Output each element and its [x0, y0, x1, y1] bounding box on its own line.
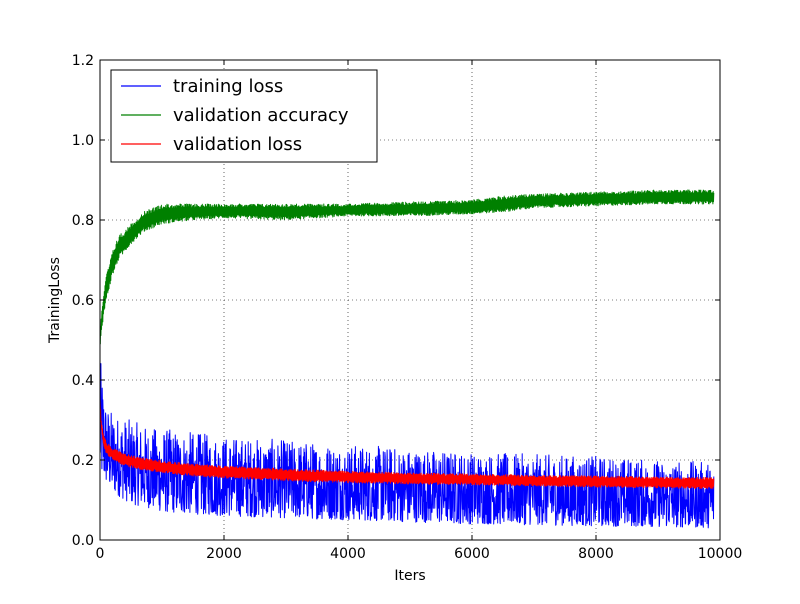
y-axis-label: TrainingLoss [47, 257, 63, 344]
x-axis-label: Iters [394, 568, 425, 584]
legend-label-validation-loss: validation loss [173, 134, 302, 155]
y-tick-label: 0.0 [72, 533, 94, 549]
y-tick-label: 0.8 [72, 213, 94, 229]
y-tick-label: 0.2 [72, 453, 94, 469]
x-tick-label: 0 [96, 546, 105, 562]
x-tick-label: 4000 [330, 546, 366, 562]
series-line-validation-loss [99, 397, 715, 490]
x-tick-label: 8000 [578, 546, 614, 562]
ticks: 0 2000 4000 6000 8000 10000 0.0 0.2 0.4 0.6 0.8 1.0… [72, 53, 743, 562]
legend: training loss validation accuracy valida… [110, 69, 378, 163]
legend-label-training-loss: training loss [173, 76, 283, 97]
x-tick-label: 10000 [698, 546, 743, 562]
legend-label-validation-accuracy: validation accuracy [173, 105, 349, 126]
y-tick-label: 0.4 [72, 373, 94, 389]
y-tick-label: 0.6 [72, 293, 94, 309]
y-tick-label: 1.2 [72, 53, 94, 69]
series-group [99, 189, 715, 529]
y-tick-label: 1.0 [72, 133, 94, 149]
x-tick-label: 2000 [206, 546, 242, 562]
series-line-validation-accuracy [99, 189, 715, 345]
legend-box [110, 69, 378, 163]
x-tick-label: 6000 [454, 546, 490, 562]
